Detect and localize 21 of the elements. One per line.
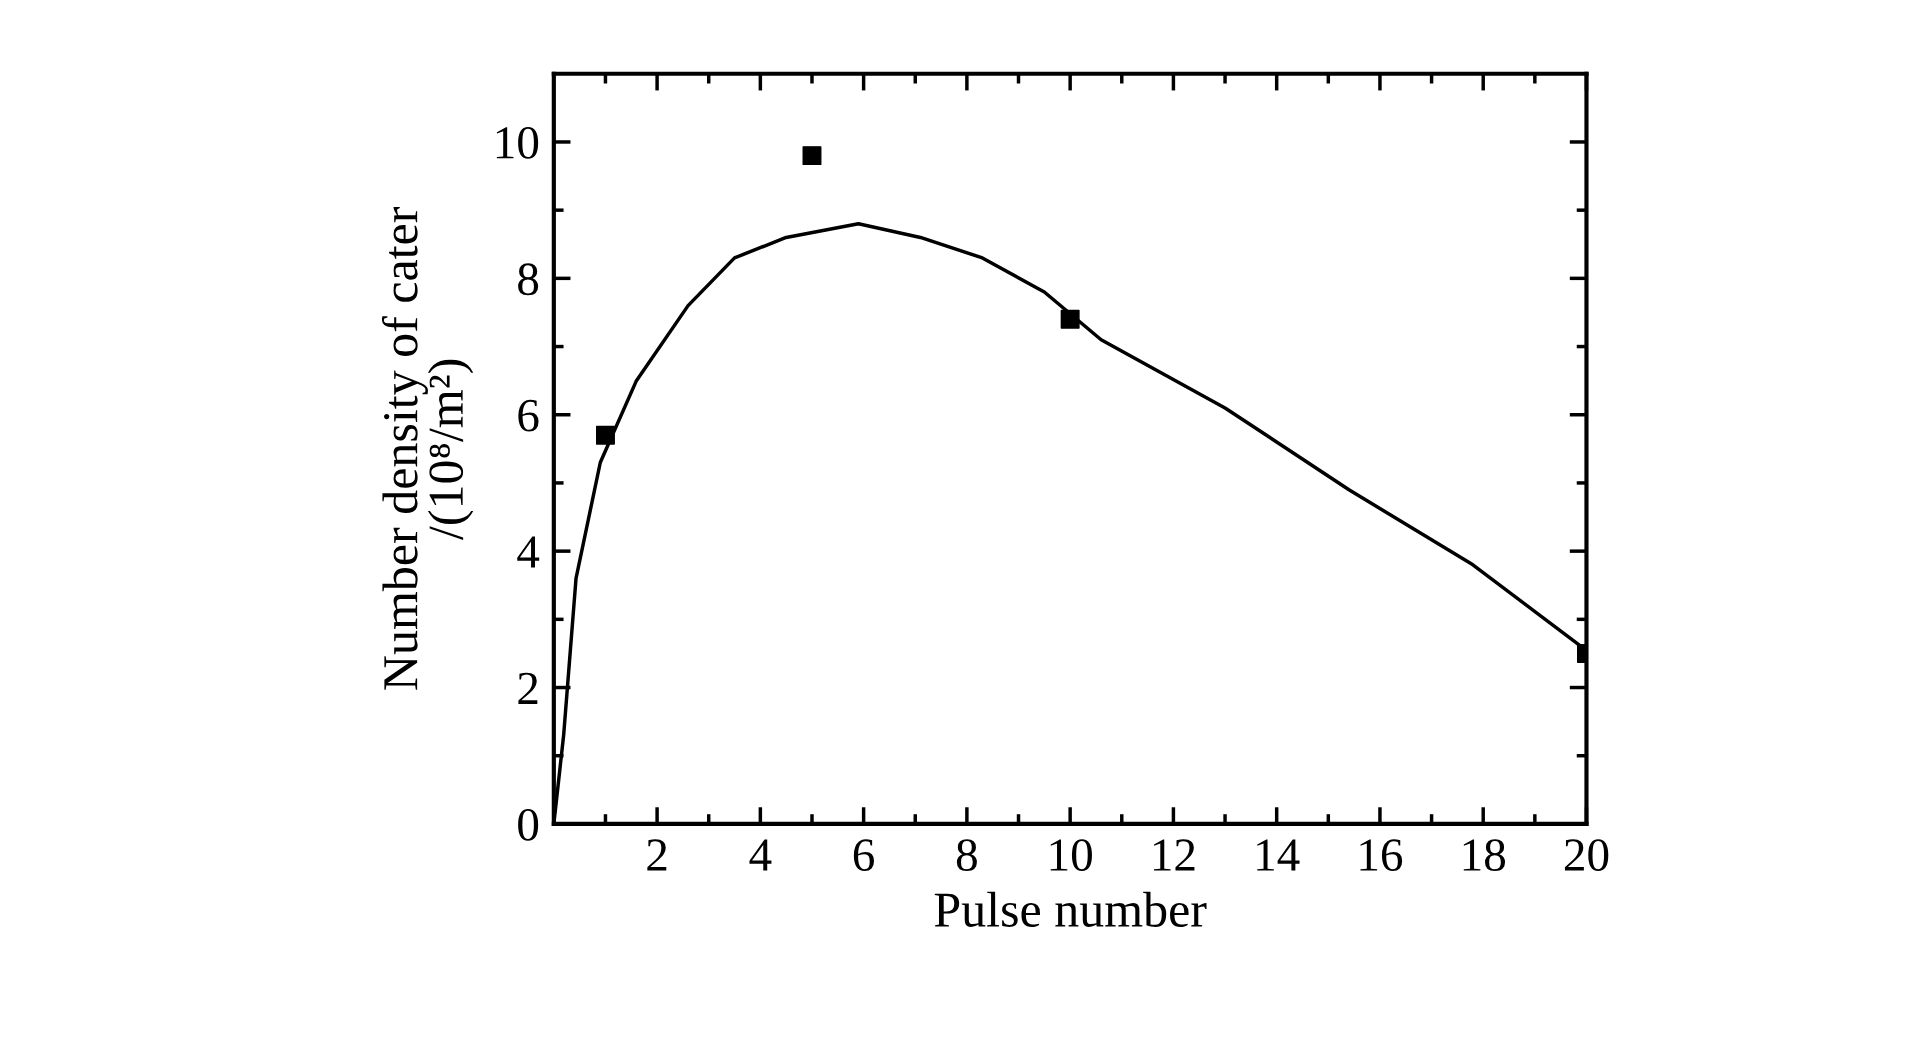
x-tick-label: 10 [1050, 839, 1092, 872]
point [595, 425, 615, 445]
x-tick-label: 14 [1257, 839, 1300, 871]
x-tick-label: 12 [1153, 839, 1195, 871]
y-tick-label: 4 [517, 536, 540, 568]
x-tick-label: 6 [853, 839, 875, 872]
point [1060, 309, 1080, 329]
point [802, 146, 822, 166]
y-tick-label: 6 [518, 399, 539, 432]
y-tick-label: 8 [518, 263, 539, 296]
y-tick-label: 0 [518, 808, 539, 841]
x-axis-title: Pulse number [934, 891, 1207, 927]
y-tick-label: 10 [496, 126, 539, 159]
x-tick-label: 16 [1360, 839, 1403, 872]
x-tick-label: 18 [1463, 839, 1506, 872]
x-tick-label: 20 [1564, 839, 1609, 872]
x-tick-label: 2 [647, 839, 667, 871]
y-tick-label: 2 [518, 672, 538, 704]
x-tick-label: 4 [749, 839, 772, 871]
y-axis-title: Number density of cater /(10⁸/m²) [381, 207, 474, 690]
x-tick-label: 8 [956, 839, 977, 872]
